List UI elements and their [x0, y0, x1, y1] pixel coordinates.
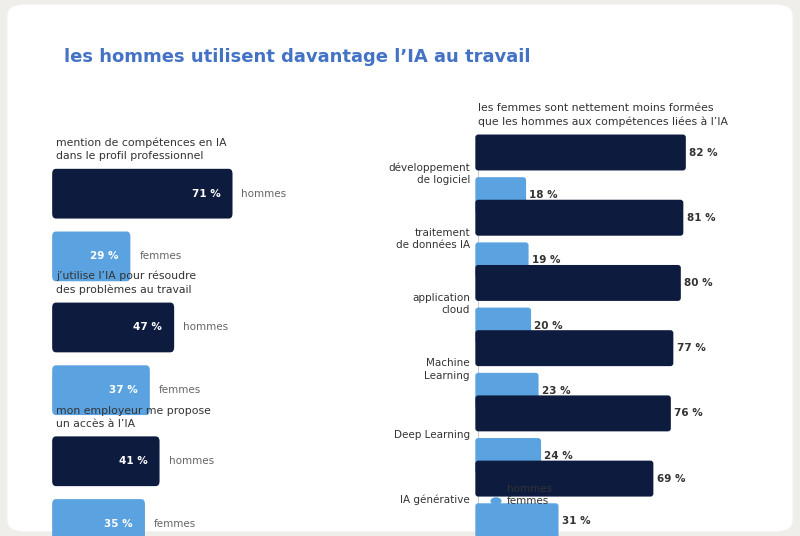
Text: 69 %: 69 % — [657, 474, 686, 483]
Text: 81 %: 81 % — [686, 213, 715, 223]
FancyBboxPatch shape — [52, 366, 150, 415]
Text: 19 %: 19 % — [532, 255, 561, 265]
FancyBboxPatch shape — [475, 330, 674, 366]
Text: Machine
Learning: Machine Learning — [425, 358, 470, 381]
Text: application
cloud: application cloud — [412, 293, 470, 316]
Text: traitement
de données IA: traitement de données IA — [396, 228, 470, 250]
Text: femmes: femmes — [139, 251, 182, 262]
Text: j’utilise l’IA pour résoudre
des problèmes au travail: j’utilise l’IA pour résoudre des problèm… — [56, 271, 196, 295]
Text: mention de compétences en IA
dans le profil professionnel: mention de compétences en IA dans le pro… — [56, 138, 226, 161]
FancyBboxPatch shape — [52, 303, 174, 352]
FancyBboxPatch shape — [475, 242, 529, 278]
Text: 47 %: 47 % — [134, 323, 162, 332]
Text: hommes: hommes — [183, 323, 228, 332]
Text: hommes: hommes — [242, 189, 286, 199]
FancyBboxPatch shape — [52, 436, 159, 486]
FancyBboxPatch shape — [475, 503, 558, 536]
Text: 76 %: 76 % — [674, 408, 703, 419]
Text: 35 %: 35 % — [105, 519, 133, 529]
FancyBboxPatch shape — [475, 396, 671, 431]
Text: 20 %: 20 % — [534, 321, 563, 331]
Text: les hommes utilisent davantage l’IA au travail: les hommes utilisent davantage l’IA au t… — [64, 48, 530, 66]
FancyBboxPatch shape — [52, 232, 130, 281]
Text: femmes: femmes — [158, 385, 201, 395]
Text: hommes: hommes — [169, 456, 214, 466]
FancyBboxPatch shape — [52, 499, 145, 536]
FancyBboxPatch shape — [475, 373, 538, 409]
Text: IA générative: IA générative — [400, 495, 470, 505]
FancyBboxPatch shape — [8, 5, 792, 531]
Text: 82 %: 82 % — [689, 147, 718, 158]
FancyBboxPatch shape — [475, 460, 654, 496]
Text: hommes: hommes — [507, 484, 552, 494]
Text: 24 %: 24 % — [544, 451, 573, 461]
FancyBboxPatch shape — [52, 169, 233, 219]
Text: 41 %: 41 % — [119, 456, 148, 466]
FancyBboxPatch shape — [475, 265, 681, 301]
Text: femmes: femmes — [507, 496, 550, 506]
Text: 37 %: 37 % — [110, 385, 138, 395]
Text: femmes: femmes — [154, 519, 196, 529]
FancyBboxPatch shape — [475, 177, 526, 213]
Text: mon employeur me propose
un accès à l’IA: mon employeur me propose un accès à l’IA — [56, 406, 211, 429]
Text: 77 %: 77 % — [677, 343, 706, 353]
Text: 31 %: 31 % — [562, 516, 590, 526]
Text: 23 %: 23 % — [542, 386, 570, 396]
FancyBboxPatch shape — [475, 438, 541, 474]
Text: 29 %: 29 % — [90, 251, 118, 262]
Text: Deep Learning: Deep Learning — [394, 430, 470, 440]
Text: les femmes sont nettement moins formées
que les hommes aux compétences liées à l: les femmes sont nettement moins formées … — [478, 103, 728, 126]
FancyBboxPatch shape — [475, 308, 531, 344]
FancyBboxPatch shape — [475, 135, 686, 170]
Text: 71 %: 71 % — [192, 189, 221, 199]
Text: 80 %: 80 % — [684, 278, 713, 288]
FancyBboxPatch shape — [475, 200, 683, 236]
Text: développement
de logiciel: développement de logiciel — [388, 162, 470, 185]
Text: 18 %: 18 % — [530, 190, 558, 200]
